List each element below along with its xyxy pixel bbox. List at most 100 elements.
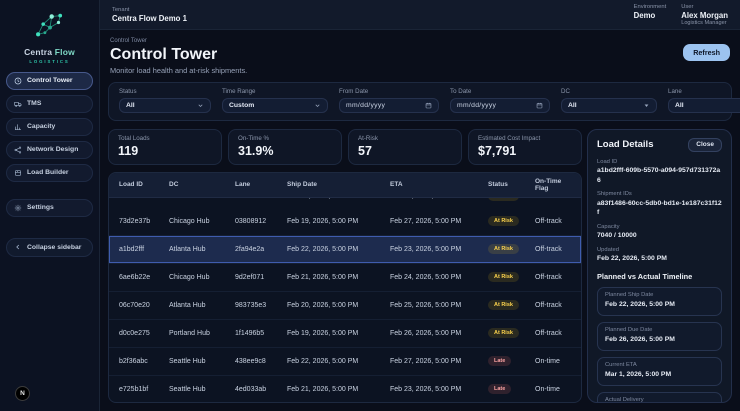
detail-label: Shipment IDs	[597, 191, 632, 198]
network-arc-icon	[35, 13, 62, 37]
cell-lane: 03808912	[235, 217, 267, 225]
cell-on-time-flag: Off-track	[535, 329, 562, 337]
sidebar-nav-main: Control Tower TMS Capacity Network Design Lo…	[6, 71, 93, 187]
kpi-value: $7,791	[478, 143, 517, 158]
user-block[interactable]: User Alex Morgan Logistics Manager	[681, 3, 728, 26]
table-row-06c70e20[interactable]: 06c70e20 Atlanta Hub 983735e3 Feb 20, 2026,…	[109, 292, 581, 320]
left-column: Total Loads 119 On-Time % 31.9% At-Risk 57 Est…	[108, 128, 582, 403]
load-details-fields: Load ID a1bd2fff-609b-5570-a094-957d73137…	[597, 159, 722, 264]
body-row: Total Loads 119 On-Time % 31.9% At-Risk 57 Est…	[108, 128, 732, 403]
cell-ship-date: Feb 19, 2026, 5:00 PM	[287, 329, 359, 337]
select-status[interactable]: All	[119, 97, 211, 113]
filter-label: Time Range	[222, 87, 256, 95]
cell-dc: Atlanta Hub	[169, 301, 206, 309]
table-row-73d2e37b[interactable]: 73d2e37b Chicago Hub 03808912 Feb 19, 2026,…	[109, 208, 581, 236]
sidebar-item-control-tower[interactable]: Control Tower	[6, 71, 93, 90]
filter-to-date: To Date mm/dd/yyyy	[450, 88, 550, 113]
status-badge: At Risk	[488, 300, 519, 311]
user-role: Logistics Manager	[681, 20, 727, 27]
date-input-from-date[interactable]: mm/dd/yyyy	[339, 97, 439, 113]
environment-block: Environment Demo	[634, 3, 667, 20]
cell-load-id: b2f36abc	[119, 357, 148, 365]
date-input-to-date[interactable]: mm/dd/yyyy	[450, 97, 550, 113]
kpi-card-total-loads: Total Loads 119	[108, 128, 222, 165]
kpi-value: 119	[118, 143, 139, 158]
cell-dc: Seattle Hub	[169, 385, 206, 393]
cell-ship-date: Feb 20, 2026, 5:00 PM	[287, 198, 390, 200]
timeline-label: Current ETA	[605, 362, 637, 369]
filter-time-range: Time Range Custom	[222, 88, 328, 113]
nextjs-dev-badge[interactable]: N	[15, 386, 30, 401]
table-row-6ae6b22e[interactable]: 6ae6b22e Chicago Hub 9d2ef071 Feb 21, 2026,…	[109, 264, 581, 292]
cell-on-time-flag: On-time	[535, 357, 560, 365]
status-badge: At Risk	[488, 197, 519, 202]
filter-value: mm/dd/yyyy	[346, 101, 386, 109]
cell-lane: 2b35b1f1	[235, 198, 287, 200]
tenant-label: Tenant	[112, 6, 130, 13]
table-row-2d3e71cb[interactable]: 2d3e71cbDallas Hub2b35b1f1Feb 20, 2026, …	[109, 197, 581, 208]
sidebar-item-network-design[interactable]: Network Design	[6, 140, 93, 159]
status-badge: At Risk	[488, 328, 519, 339]
cell-status: At Risk	[488, 244, 535, 255]
column-header-status: Status	[488, 181, 508, 189]
status-badge: At Risk	[488, 272, 519, 283]
cell-load-id: 2d3e71cb	[119, 198, 169, 200]
table-row-d0c0e275[interactable]: d0c0e275 Portland Hub 1f1496b5 Feb 19, 2026…	[109, 320, 581, 348]
sidebar-item-label: Control Tower	[27, 77, 73, 84]
table-row-e725b1bf[interactable]: e725b1bf Seattle Hub 4ed033ab Feb 21, 2026,…	[109, 376, 581, 402]
cell-status: At Risk	[488, 216, 535, 227]
sidebar-item-tms[interactable]: TMS	[6, 94, 93, 113]
filter-value: Custom	[229, 101, 255, 109]
select-lane[interactable]: All	[668, 97, 740, 113]
timeline-value: Mar 1, 2026, 5:00 PM	[605, 370, 672, 378]
chevron-down-icon	[314, 102, 321, 109]
clock-icon	[14, 77, 22, 85]
timeline-card-current-eta: Current ETA Mar 1, 2026, 5:00 PM	[597, 356, 722, 386]
timeline-label: Planned Due Date	[605, 327, 653, 334]
cell-eta: Feb 27, 2026, 5:00 PM	[390, 217, 462, 225]
kpi-label: Total Loads	[118, 134, 150, 142]
sidebar-item-label: Settings	[27, 204, 54, 211]
table-row-a1bd2fff[interactable]: a1bd2fff Atlanta Hub 2fa94e2a Feb 22, 2026,…	[109, 235, 581, 264]
sidebar-item-capacity[interactable]: Capacity	[6, 117, 93, 136]
timeline-card-actual-delivery: Actual Delivery–	[597, 391, 722, 403]
cell-status: Late	[488, 384, 535, 395]
cell-load-id: 73d2e37b	[119, 217, 151, 225]
kpi-card-on-time-: On-Time % 31.9%	[228, 128, 342, 165]
detail-value: Feb 22, 2026, 5:00 PM	[597, 255, 667, 263]
calendar-icon	[536, 102, 543, 109]
close-button[interactable]: Close	[688, 137, 722, 152]
chevron-left-icon	[14, 243, 22, 251]
cell-dc: Chicago Hub	[169, 217, 210, 225]
filter-value: All	[675, 101, 684, 109]
detail-value: 7040 / 10000	[597, 232, 637, 240]
sidebar-item-settings[interactable]: Settings	[6, 198, 93, 217]
cell-load-id: 6ae6b22e	[119, 273, 151, 281]
filter-from-date: From Date mm/dd/yyyy	[339, 88, 439, 113]
cell-ship-date: Feb 21, 2026, 5:00 PM	[287, 273, 359, 281]
cell-ship-date: Feb 20, 2026, 5:00 PM	[287, 301, 359, 309]
sidebar-item-load-builder[interactable]: Load Builder	[6, 163, 93, 182]
collapse-sidebar-button[interactable]: Collapse sidebar	[6, 237, 93, 257]
page-title: Control Tower	[110, 46, 218, 63]
cell-dc: Portland Hub	[169, 329, 210, 337]
timeline-label: Actual Delivery	[605, 397, 644, 403]
detail-label: Capacity	[597, 223, 620, 230]
cell-ship-date: Feb 21, 2026, 5:00 PM	[287, 385, 359, 393]
timeline-label: Planned Ship Date	[605, 292, 654, 299]
cell-eta: Feb 25, 2026, 5:00 PM	[390, 301, 462, 309]
kpi-label: On-Time %	[238, 134, 270, 142]
select-time-range[interactable]: Custom	[222, 97, 328, 113]
refresh-button[interactable]: Refresh	[683, 44, 730, 61]
cell-status: At Risk	[488, 197, 535, 202]
filter-label: Lane	[668, 87, 682, 95]
timeline-card-planned-ship-date: Planned Ship Date Feb 22, 2026, 5:00 PM	[597, 286, 722, 316]
kpi-value: 31.9%	[238, 143, 274, 158]
cell-ship-date: Feb 22, 2026, 5:00 PM	[287, 245, 359, 253]
cell-eta: Feb 23, 2026, 5:00 PM	[390, 385, 462, 393]
cell-on-time-flag: Off-track	[535, 301, 562, 309]
timeline-card-planned-due-date: Planned Due Date Feb 26, 2026, 5:00 PM	[597, 321, 722, 351]
table-row-b2f36abc[interactable]: b2f36abc Seattle Hub 438ee9c8 Feb 22, 2026,…	[109, 348, 581, 376]
select-dc[interactable]: All	[561, 97, 657, 113]
